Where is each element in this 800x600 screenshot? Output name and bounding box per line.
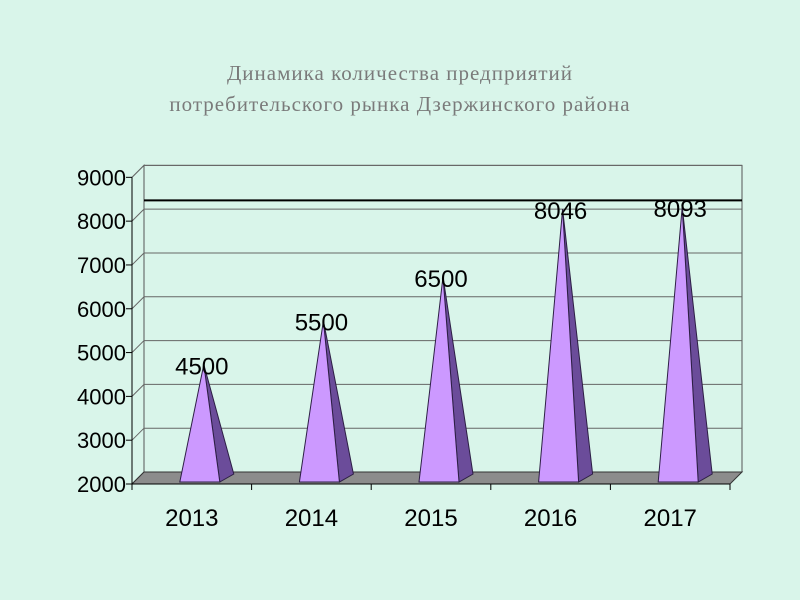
pyramid-bar-2014 [298,320,340,483]
y-tick-label-4000: 4000 [77,384,126,409]
data-label-2014: 5500 [295,310,348,337]
y-tick-label-6000: 6000 [77,297,126,322]
gridline-6000 [131,296,742,310]
data-label-2013: 4500 [175,353,228,380]
gridline-7000 [131,252,742,266]
chart-title: Динамика количества предприятий потребит… [0,58,800,120]
y-tick-label-3000: 3000 [77,428,126,453]
y-tick-label-5000: 5000 [77,341,126,366]
chart-side-wall [131,164,145,486]
data-label-2015: 6500 [414,266,467,293]
gridline-5000 [131,340,742,353]
y-tick-label-8000: 8000 [77,209,126,234]
y-tick-label-2000: 2000 [77,472,126,497]
x-tick-label-2016: 2016 [524,505,577,532]
x-tick-label-2015: 2015 [404,505,457,532]
y-tick-label-9000: 9000 [77,165,126,190]
data-label-2016: 8046 [534,198,587,225]
gridline-4000 [131,383,742,397]
x-tick-label-2013: 2013 [165,505,218,532]
x-tick-label-2014: 2014 [285,505,338,532]
pyramid-bar-2016 [538,209,580,483]
pyramid-bar-2015 [418,276,460,483]
gridline-8000 [131,208,742,222]
gridline-3000 [131,427,742,441]
x-tick-label-2017: 2017 [644,505,697,532]
pyramid-bar-2013 [179,364,221,483]
data-label-2017: 8093 [654,196,707,223]
pyramid-bar-2017 [657,207,699,483]
y-tick-label-7000: 7000 [77,253,126,278]
gridline-9000 [131,164,742,178]
chart-title-line-2: потребительского рынка Дзержинского райо… [169,92,631,116]
chart-title-line-1: Динамика количества предприятий [226,61,574,85]
